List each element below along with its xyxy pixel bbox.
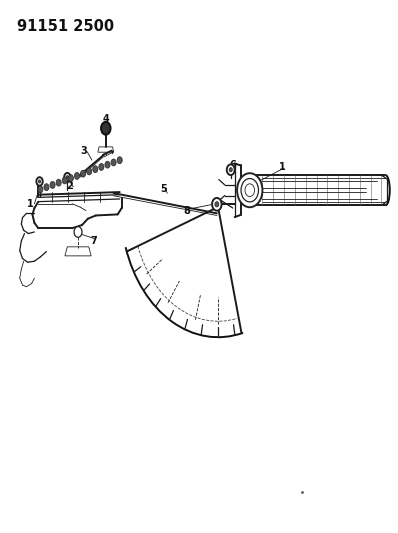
Text: 5: 5 xyxy=(160,184,167,195)
Circle shape xyxy=(99,164,104,171)
Text: 4: 4 xyxy=(102,114,109,124)
Circle shape xyxy=(68,175,74,182)
Circle shape xyxy=(74,227,82,237)
Circle shape xyxy=(215,201,219,207)
Polygon shape xyxy=(65,247,91,256)
Circle shape xyxy=(227,165,235,175)
Circle shape xyxy=(66,175,68,179)
Circle shape xyxy=(38,180,41,183)
Circle shape xyxy=(212,198,222,211)
Text: 7: 7 xyxy=(90,236,97,246)
Text: 1: 1 xyxy=(279,161,286,172)
Circle shape xyxy=(229,167,232,172)
Circle shape xyxy=(241,179,258,202)
Text: 6: 6 xyxy=(229,160,236,171)
Circle shape xyxy=(74,173,80,180)
Circle shape xyxy=(64,173,70,181)
Text: 3: 3 xyxy=(81,146,87,156)
Text: 2: 2 xyxy=(67,181,74,191)
Circle shape xyxy=(38,186,43,193)
Circle shape xyxy=(87,168,92,175)
Circle shape xyxy=(117,157,122,164)
Circle shape xyxy=(62,177,67,184)
Circle shape xyxy=(245,184,255,197)
Text: 8: 8 xyxy=(183,206,191,216)
Circle shape xyxy=(105,161,110,168)
Circle shape xyxy=(93,166,98,173)
Polygon shape xyxy=(98,147,114,152)
Circle shape xyxy=(36,177,43,185)
Circle shape xyxy=(237,173,262,207)
Circle shape xyxy=(44,184,49,191)
Text: 91151 2500: 91151 2500 xyxy=(17,19,114,34)
Text: 1: 1 xyxy=(27,199,34,209)
Circle shape xyxy=(80,170,86,177)
Circle shape xyxy=(56,179,61,186)
Circle shape xyxy=(111,159,116,166)
Circle shape xyxy=(101,122,111,135)
Circle shape xyxy=(50,181,55,188)
